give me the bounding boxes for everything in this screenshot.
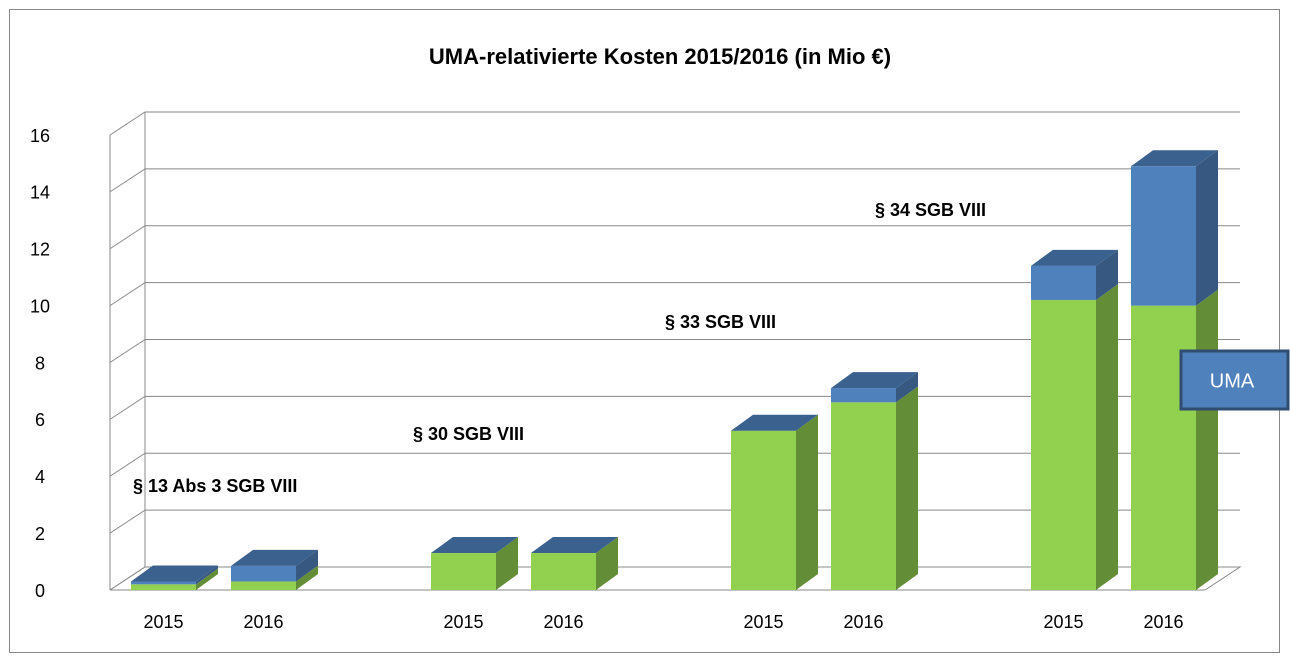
x-tick-label: 2016: [543, 612, 583, 632]
bar-side: [296, 549, 318, 582]
bar-segment: [831, 386, 918, 590]
x-tick-label: 2016: [243, 612, 283, 632]
bar-top: [531, 537, 618, 554]
bar-top: [131, 565, 218, 582]
bar-front: [131, 581, 196, 585]
y-tick-label: 10: [30, 296, 50, 316]
bar-top: [731, 414, 818, 431]
legend-box: [1179, 349, 1290, 411]
group-label: § 13 Abs 3 SGB VIII: [133, 476, 297, 496]
bar-side: [1096, 283, 1118, 590]
bar-segment: [131, 565, 218, 585]
bar-segment: [1131, 289, 1218, 590]
bar-top: [831, 372, 918, 389]
bar-front: [1131, 166, 1196, 306]
grid-line: [109, 225, 1240, 250]
bar-segment: [131, 568, 218, 590]
group-label: § 33 SGB VIII: [665, 312, 776, 332]
bar-front: [831, 402, 896, 590]
grid-line: [109, 282, 1240, 307]
y-tick-label: 14: [30, 183, 50, 203]
bar-segment: [1031, 283, 1118, 590]
bar-side: [1196, 289, 1218, 590]
y-tick-label: 12: [30, 240, 50, 260]
bar-front: [1031, 265, 1096, 300]
grid-line: [109, 339, 1240, 363]
bar-side: [796, 414, 818, 590]
bar-front: [231, 581, 296, 590]
y-tick-label: 8: [35, 353, 45, 373]
legend-label: UMA: [1210, 370, 1255, 392]
group-label: § 34 SGB VIII: [875, 200, 986, 220]
bar-segment: [231, 549, 318, 582]
bar-top: [231, 549, 318, 566]
bar-segment: [831, 372, 918, 403]
y-tick-label: 6: [35, 410, 45, 430]
x-tick-label: 2015: [1043, 612, 1083, 632]
bar-front: [431, 553, 496, 590]
y-tick-label: 16: [30, 126, 50, 146]
grid-line: [109, 168, 1240, 193]
bar-side: [296, 565, 318, 590]
bar-side: [1096, 249, 1118, 300]
bar-segment: [731, 414, 818, 590]
bar-front: [731, 430, 796, 590]
bar-segment: [1131, 150, 1218, 306]
y-tick-label: 4: [35, 467, 45, 487]
bar-front: [831, 388, 896, 403]
y-tick-label: 0: [35, 581, 45, 601]
x-tick-label: 2015: [143, 612, 183, 632]
bar-front: [131, 584, 196, 590]
bar-segment: [231, 565, 318, 590]
bar-side: [896, 372, 918, 403]
bar-top: [1031, 249, 1118, 266]
bar-segment: [1031, 249, 1118, 300]
bar-front: [231, 565, 296, 582]
bar-side: [496, 537, 518, 590]
bar-front: [1031, 299, 1096, 590]
bar-front: [531, 553, 596, 590]
x-tick-label: 2015: [443, 612, 483, 632]
y-tick-label: 2: [35, 524, 45, 544]
bar-top: [431, 537, 518, 554]
bar-side: [896, 386, 918, 590]
chart-title: UMA-relativierte Kosten 2015/2016 (in Mi…: [429, 44, 891, 69]
bar-front: [1131, 305, 1196, 590]
x-tick-label: 2016: [843, 612, 883, 632]
grid-line: [109, 111, 1240, 136]
group-label: § 30 SGB VIII: [413, 424, 524, 444]
bar-side: [196, 568, 218, 590]
bar-side: [596, 537, 618, 590]
bar-side: [1196, 150, 1218, 306]
bar-top: [1131, 150, 1218, 167]
bar-segment: [431, 537, 518, 590]
x-tick-label: 2016: [1143, 612, 1183, 632]
x-tick-label: 2015: [743, 612, 783, 632]
bar-segment: [531, 537, 618, 590]
bar-side: [196, 565, 218, 585]
